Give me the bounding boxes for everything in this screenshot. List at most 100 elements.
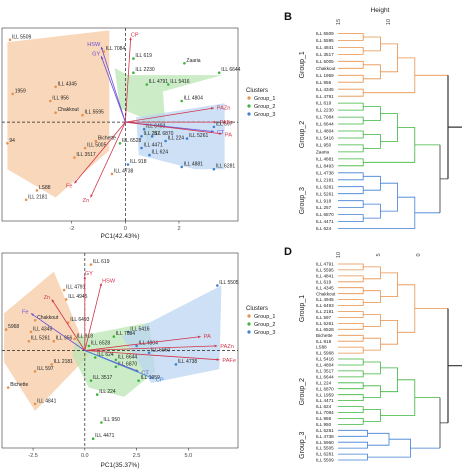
data-point <box>118 142 122 145</box>
dendrogram-leaf-label: Zaaria <box>316 150 329 155</box>
data-point <box>183 62 186 65</box>
dendrogram-branch <box>363 203 381 219</box>
legend-swatch <box>247 322 251 326</box>
panel-letter-d: D <box>284 246 292 258</box>
x-axis-label-a: PC1(42.43%) <box>100 233 139 240</box>
dendrogram-branch <box>338 116 364 125</box>
data-point <box>4 328 8 331</box>
point-label: ILL 6493 <box>146 124 165 130</box>
legend-title: Clusters <box>246 306 268 312</box>
data-point <box>54 111 57 114</box>
dendrogram-leaf-label: Bichette <box>316 333 333 338</box>
data-point <box>150 135 154 138</box>
dendrogram-root <box>447 308 462 423</box>
loading-label: Fe <box>22 310 29 316</box>
data-point <box>216 284 219 287</box>
loading-label: GY <box>85 271 93 277</box>
point-label: ILL 4345 <box>33 326 52 332</box>
data-point <box>89 263 93 266</box>
point-label: 5968 <box>8 324 19 330</box>
data-point <box>126 163 130 166</box>
dendrogram-leaf-label: ILL 624 <box>316 404 332 409</box>
data-point <box>83 146 87 150</box>
data-point <box>62 288 66 292</box>
data-point <box>145 83 149 86</box>
loading-label: GY <box>92 51 100 57</box>
dendrogram-branch <box>338 33 364 41</box>
legend-entry: Group_3 <box>254 330 275 336</box>
dendrogram-leaf-label: ILL 224 <box>316 380 332 385</box>
dendrogram-branch <box>439 144 448 213</box>
loading-arrowhead <box>99 283 102 287</box>
data-point <box>81 113 84 117</box>
dendrogram-leaf-label: ILL 4791 <box>316 262 334 267</box>
dendrogram-branch <box>380 272 398 297</box>
dendrogram-branch <box>338 88 364 97</box>
dendrogram-branch <box>338 196 416 229</box>
dendrogram-leaf-label: ILL 5005 <box>316 59 334 64</box>
dendrogram-branch <box>338 311 364 318</box>
point-label: ILL 3517 <box>76 152 95 158</box>
loading-label: PA <box>225 132 232 138</box>
dendrogram-leaf-label: ILL 6281 <box>316 184 334 189</box>
x-tick-label: -2 <box>69 226 74 232</box>
point-label: ILL 6644 <box>221 67 240 73</box>
point-label: ILL 619 <box>135 53 152 59</box>
dendrogram-leaf-label: ILL 619 <box>316 101 332 106</box>
data-point <box>6 386 10 389</box>
dendrogram-leaf-label: ILL 956 <box>316 80 332 85</box>
data-point <box>100 421 103 424</box>
dendrogram-branch <box>338 441 368 449</box>
loading-label: CT <box>141 371 149 377</box>
data-point <box>112 335 116 338</box>
legend-entry: Group_2 <box>254 322 275 328</box>
dendrogram-branch <box>367 432 390 446</box>
data-point <box>148 153 151 157</box>
dendrogram-branch <box>363 175 381 191</box>
dendrogram-leaf-label: ILL 6493 <box>316 303 334 308</box>
data-point <box>217 71 221 74</box>
dendrogram-group-label: Group_1 <box>299 295 306 322</box>
dendrogram-leaf-label: ILL 7084 <box>316 115 334 120</box>
loading-arrowhead <box>74 180 78 184</box>
data-point <box>54 85 57 89</box>
x-tick-label: 0.0 <box>81 453 89 459</box>
data-point <box>73 337 76 341</box>
loading-arrowhead <box>210 107 214 110</box>
cluster-hull-group-1 <box>7 30 110 198</box>
dendrogram-branch <box>363 64 381 80</box>
dendrogram-branch <box>338 418 364 425</box>
point-label: ILL 5505 <box>219 280 238 286</box>
legend-swatch <box>247 96 251 100</box>
dendrogram-leaf-label: ILL 6644 <box>316 375 334 380</box>
legend-title: Clusters <box>246 88 268 94</box>
point-label: ILL 2181 <box>28 194 47 200</box>
dendrogram-leaf-label: ILL 950 <box>316 143 332 148</box>
dendrogram-branch <box>363 409 381 422</box>
x-tick-label: 2.5 <box>133 453 141 459</box>
dendrogram-branch <box>363 266 381 280</box>
loading-arrowhead <box>51 299 55 303</box>
dendrogram-leaf-label: ILL 5505 <box>316 446 334 451</box>
point-label: ILL 3517 <box>93 375 112 381</box>
dendrogram-branch <box>363 36 381 52</box>
point-label: ILL 224 <box>168 136 185 142</box>
dendrogram-leaf-label: ILL 5509 <box>316 31 334 36</box>
dendrogram-leaf-label: ILL 6870 <box>316 386 334 391</box>
data-point <box>11 92 14 96</box>
data-point <box>27 339 31 343</box>
data-point <box>114 358 118 362</box>
dendrogram-leaf-label: ILL 6870 <box>316 212 334 217</box>
point-label: Zaaria <box>186 58 200 64</box>
point-label: ILL 4841 <box>37 398 56 404</box>
dendrogram-branch <box>363 337 381 351</box>
cluster-hull-group-3 <box>136 103 225 170</box>
dendrogram-leaf-label: ILL 2181 <box>316 177 334 182</box>
point-label: ILL 4738 <box>178 359 197 365</box>
dendrogram-branch <box>338 453 368 461</box>
point-label: ILL 5416 <box>170 79 189 85</box>
loading-vector <box>100 46 126 123</box>
panel-letter-b: B <box>284 11 292 23</box>
dendrogram-leaf-label: ILL 3517 <box>316 369 334 374</box>
dendrogram-branch <box>338 214 364 222</box>
